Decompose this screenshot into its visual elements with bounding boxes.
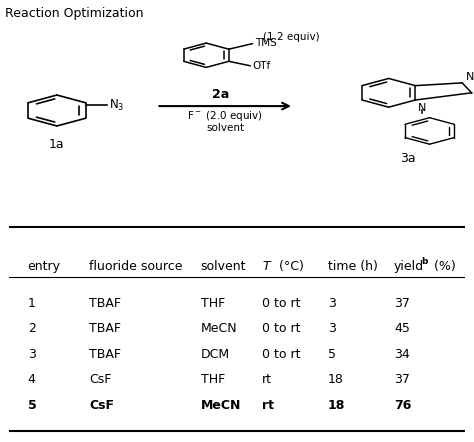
Text: 1: 1 (27, 297, 36, 310)
Text: 37: 37 (394, 297, 410, 310)
Text: TBAF: TBAF (89, 322, 121, 335)
Text: 3a: 3a (400, 152, 415, 165)
Text: (%): (%) (430, 260, 456, 273)
Text: solvent: solvent (201, 260, 246, 273)
Text: TBAF: TBAF (89, 348, 121, 361)
Text: 37: 37 (394, 373, 410, 386)
Text: 3: 3 (328, 297, 336, 310)
Text: N$_3$: N$_3$ (109, 97, 125, 113)
Text: 0 to rt: 0 to rt (262, 322, 301, 335)
Text: yield: yield (394, 260, 424, 273)
Text: Reaction Optimization: Reaction Optimization (5, 7, 143, 19)
Text: (1.2 equiv): (1.2 equiv) (263, 32, 319, 42)
Text: MeCN: MeCN (201, 399, 241, 412)
Text: 1a: 1a (49, 138, 64, 151)
Text: 34: 34 (394, 348, 410, 361)
Text: 45: 45 (394, 322, 410, 335)
Text: DCM: DCM (201, 348, 230, 361)
Text: 18: 18 (328, 399, 346, 412)
Text: rt: rt (262, 373, 272, 386)
Text: solvent: solvent (206, 122, 244, 133)
Text: 5: 5 (328, 348, 336, 361)
Text: a: a (14, 440, 21, 442)
Text: 18: 18 (328, 373, 344, 386)
Text: TBAF: TBAF (89, 297, 121, 310)
Text: time (h): time (h) (328, 260, 378, 273)
Text: THF: THF (201, 297, 225, 310)
Text: N: N (418, 103, 427, 113)
Text: OTf: OTf (253, 61, 271, 71)
Text: TMS: TMS (255, 38, 277, 48)
Text: CsF: CsF (89, 399, 114, 412)
Text: entry: entry (27, 260, 61, 273)
Text: 2a: 2a (212, 88, 229, 100)
Text: THF: THF (201, 373, 225, 386)
Text: T: T (262, 260, 270, 273)
Text: b: b (421, 257, 427, 266)
Text: 0 to rt: 0 to rt (262, 297, 301, 310)
Text: 3: 3 (328, 322, 336, 335)
Text: 2: 2 (27, 322, 36, 335)
Text: fluoride source: fluoride source (89, 260, 182, 273)
Text: 0 to rt: 0 to rt (262, 348, 301, 361)
Text: 76: 76 (394, 399, 411, 412)
Text: 4: 4 (27, 373, 36, 386)
Text: MeCN: MeCN (201, 322, 237, 335)
Text: N: N (466, 72, 474, 82)
Text: 5: 5 (27, 399, 36, 412)
Text: 3: 3 (27, 348, 36, 361)
Text: CsF: CsF (89, 373, 111, 386)
Text: rt: rt (262, 399, 274, 412)
Text: F$^-$ (2.0 equiv): F$^-$ (2.0 equiv) (187, 109, 263, 123)
Text: (°C): (°C) (275, 260, 304, 273)
